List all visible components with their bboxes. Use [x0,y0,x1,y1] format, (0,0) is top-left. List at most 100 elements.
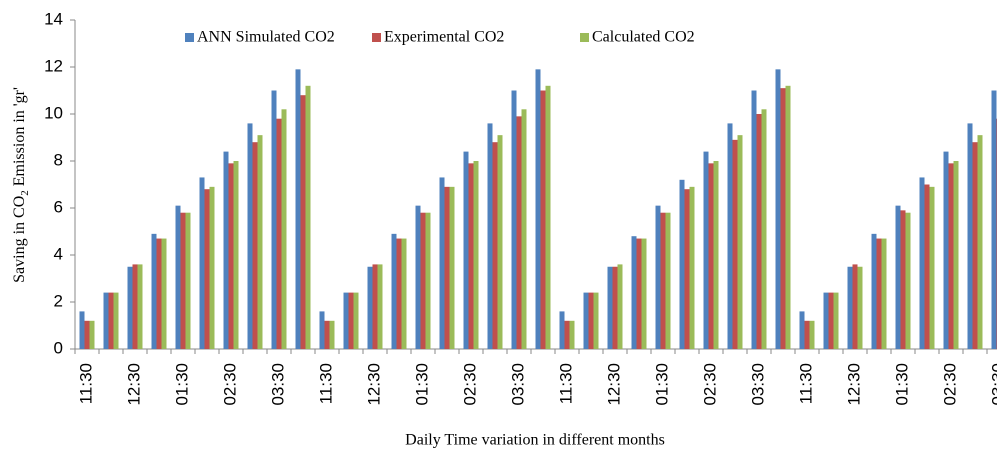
bar [305,85,311,350]
bar [175,205,181,349]
y-title-part: Emission in 'gr' [11,87,28,190]
bar [943,151,949,349]
bar [391,233,397,349]
bar [252,142,258,349]
bar [967,123,973,350]
bar [809,320,815,349]
bar [161,238,167,349]
y-tick-label: 14 [44,9,63,28]
bar [641,238,647,349]
bar [660,212,666,349]
bar [823,292,829,349]
bar [804,320,810,349]
bar [439,177,445,349]
bar [79,311,85,349]
bar [540,90,546,349]
bar [636,238,642,349]
y-tick-label: 12 [44,56,63,75]
bar [271,90,277,349]
bar [857,266,863,349]
bar [228,163,234,349]
x-tick-label: 11:30 [556,363,575,404]
bar [847,266,853,349]
bar [569,320,575,349]
legend-swatch [580,33,589,42]
bar [564,320,570,349]
bar [559,311,565,349]
bar [972,142,978,349]
bar [113,292,119,349]
bar [953,161,959,349]
bar [103,292,109,349]
bar [583,292,589,349]
bar [991,90,997,349]
x-tick-label: 03:30 [988,363,997,406]
bar [89,320,95,349]
bar [137,264,143,349]
bar [511,90,517,349]
x-tick-label: 12:30 [604,363,623,406]
y-title-part: Saving in CO [11,196,28,283]
bar [775,69,781,349]
bar [367,266,373,349]
x-tick-label: 01:30 [412,363,431,406]
y-tick-label: 10 [44,103,63,122]
bar [852,264,858,349]
bar [545,85,551,350]
bar [180,212,186,349]
legend-swatch [372,33,381,42]
bar [377,264,383,349]
bar [655,205,661,349]
bar [497,135,503,349]
bar [396,238,402,349]
bar [516,116,522,349]
bar [132,264,138,349]
bar [785,85,791,350]
y-axis-title: Saving in CO2 Emission in 'gr' [11,87,31,283]
x-tick-label: 12:30 [364,363,383,406]
x-tick-label: 01:30 [172,363,191,406]
bar [684,189,690,349]
bar [713,161,719,349]
bar [708,163,714,349]
bar [449,186,455,349]
bar [900,210,906,349]
bar [353,292,359,349]
bar [905,212,911,349]
bar [535,69,541,349]
bar [199,177,205,349]
bar [924,184,930,349]
x-tick-label: 02:30 [700,363,719,406]
y-tick-label: 0 [54,338,63,357]
bar [876,238,882,349]
bar [473,161,479,349]
legend-swatch [185,33,194,42]
bar [401,238,407,349]
bar [319,311,325,349]
x-tick-label: 11:30 [76,363,95,404]
bar [521,109,527,349]
x-tick-label: 02:30 [940,363,959,406]
x-tick-label: 03:30 [748,363,767,406]
bar [329,320,335,349]
bar [895,205,901,349]
bar [233,161,239,349]
x-tick-label: 01:30 [892,363,911,406]
x-tick-label: 02:30 [220,363,239,406]
bar [156,238,162,349]
bar [151,233,157,349]
bar [756,114,762,349]
bar [780,88,786,350]
bar [343,292,349,349]
bar [871,233,877,349]
y-tick-label: 2 [54,291,63,310]
bar [348,292,354,349]
bar [281,109,287,349]
bar [919,177,925,349]
x-tick-label: 12:30 [844,363,863,406]
bar [929,186,935,349]
bar [463,151,469,349]
bar [679,179,685,349]
x-tick-label: 01:30 [652,363,671,406]
bar [127,266,133,349]
